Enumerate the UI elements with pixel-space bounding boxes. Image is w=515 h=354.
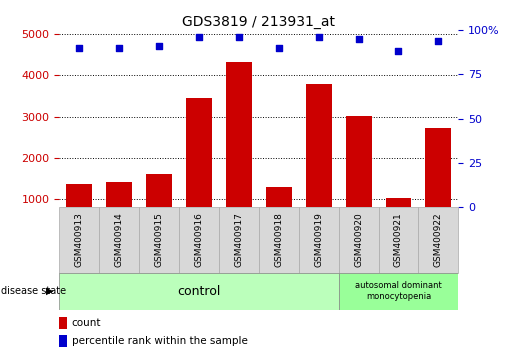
Bar [346, 116, 371, 240]
Bar [379, 207, 418, 273]
Text: GSM400922: GSM400922 [434, 212, 443, 267]
Bar [139, 207, 179, 273]
Point [75, 45, 83, 51]
Text: GSM400914: GSM400914 [115, 212, 124, 267]
Bar [59, 317, 67, 329]
Bar [386, 198, 411, 240]
Text: autosomal dominant
monocytopenia: autosomal dominant monocytopenia [355, 281, 442, 301]
Bar [266, 187, 291, 240]
Text: GSM400915: GSM400915 [154, 212, 163, 267]
Bar [306, 84, 332, 240]
Point [394, 48, 403, 54]
Text: GSM400916: GSM400916 [195, 212, 203, 267]
Bar [59, 273, 339, 310]
Text: ▶: ▶ [46, 286, 54, 296]
Text: percentile rank within the sample: percentile rank within the sample [72, 336, 248, 346]
Point [434, 38, 442, 44]
Point [235, 34, 243, 40]
Bar [146, 174, 172, 240]
Text: disease state: disease state [1, 286, 65, 296]
Text: GSM400918: GSM400918 [274, 212, 283, 267]
Bar [339, 207, 379, 273]
Bar [59, 207, 99, 273]
Title: GDS3819 / 213931_at: GDS3819 / 213931_at [182, 15, 335, 29]
Point [274, 45, 283, 51]
Bar [219, 207, 259, 273]
Bar [226, 62, 252, 240]
Bar [66, 184, 92, 240]
Text: GSM400920: GSM400920 [354, 212, 363, 267]
Point [195, 34, 203, 40]
Bar [59, 335, 67, 347]
Text: GSM400917: GSM400917 [234, 212, 243, 267]
Text: control: control [177, 285, 220, 298]
Bar [259, 207, 299, 273]
Bar [339, 273, 458, 310]
Bar [425, 128, 451, 240]
Text: GSM400919: GSM400919 [314, 212, 323, 267]
Text: count: count [72, 318, 101, 328]
Bar [186, 98, 212, 240]
Text: GSM400921: GSM400921 [394, 212, 403, 267]
Point [354, 36, 363, 42]
Point [115, 45, 123, 51]
Bar [99, 207, 139, 273]
Point [315, 34, 323, 40]
Bar [299, 207, 339, 273]
Point [155, 43, 163, 49]
Text: GSM400913: GSM400913 [75, 212, 83, 267]
Bar [106, 182, 132, 240]
Bar [179, 207, 219, 273]
Bar [418, 207, 458, 273]
